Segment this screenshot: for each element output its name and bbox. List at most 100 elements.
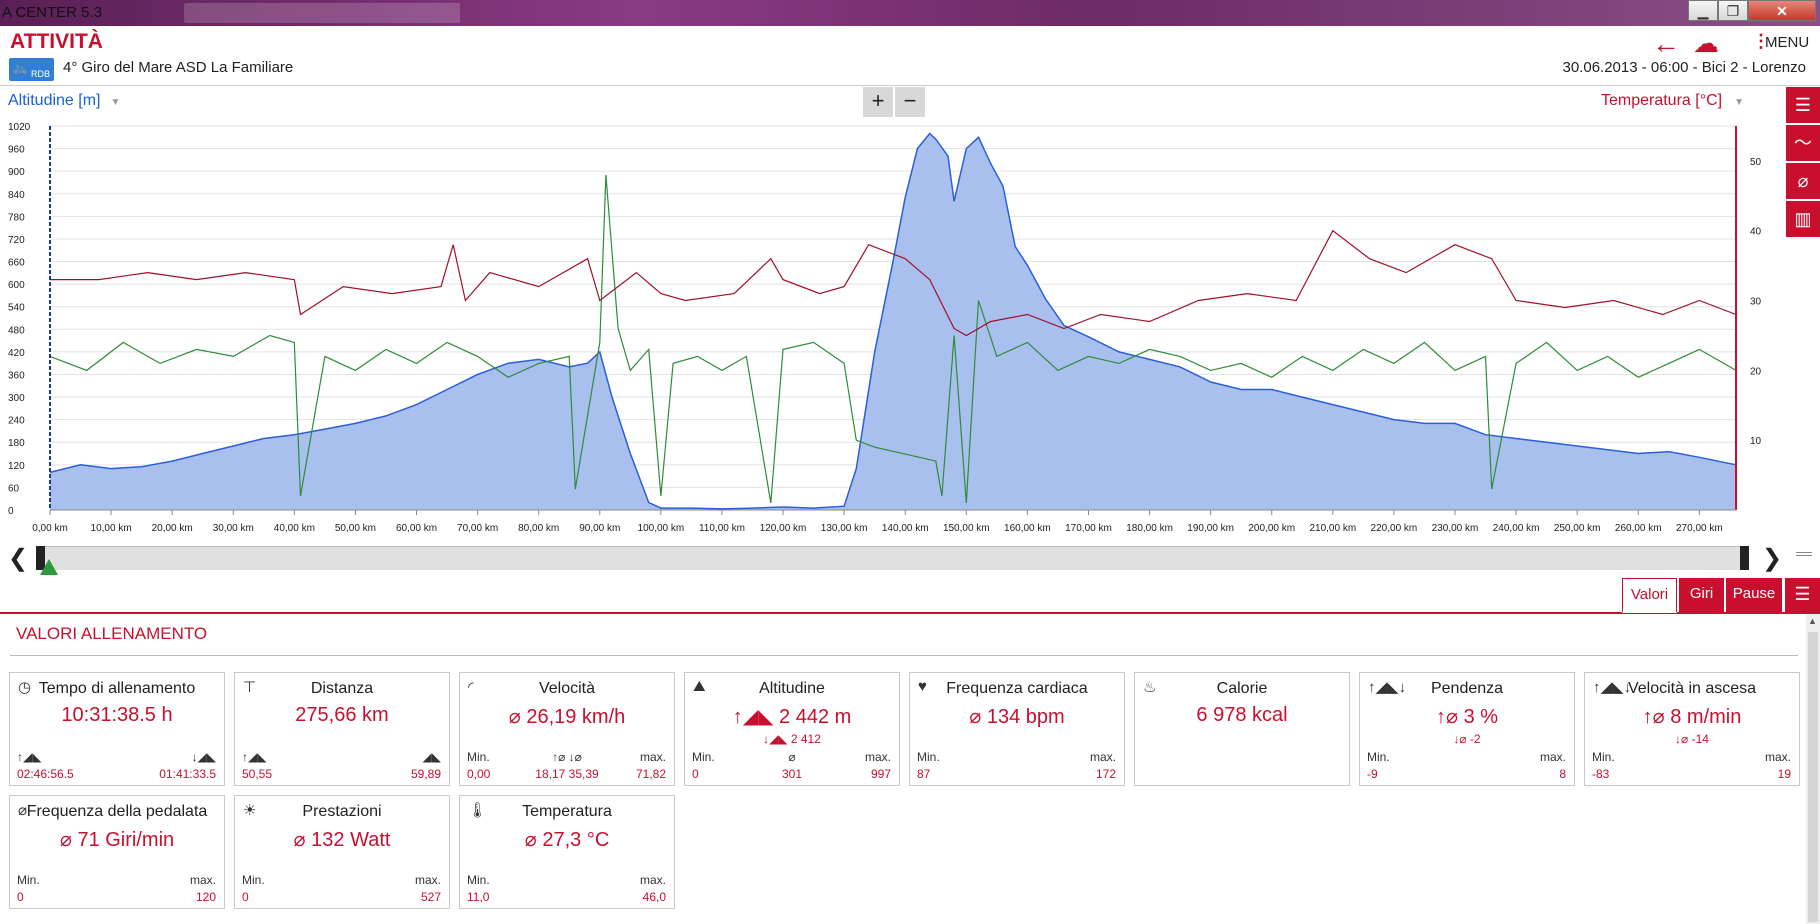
stat-card[interactable]: ⛰ Altitudine ↑◢◣ 2 442 m ↓◢◣ 2 412 Min. max. 0… — [684, 672, 900, 786]
zoom-in-button[interactable]: + — [863, 87, 893, 117]
x-tick-label: 190,00 km — [1187, 523, 1234, 534]
activity-chart[interactable]: 0 60 120 180 240 300 360 420 480 540 600 660 720 780 8… — [0, 118, 1790, 538]
stat-min-value: 0 — [17, 890, 24, 904]
collapse-handle[interactable] — [1796, 552, 1812, 556]
stat-max-label: ↓◢◣ — [191, 750, 216, 764]
range-end-handle[interactable] — [1740, 546, 1749, 570]
stat-max-label: max. — [189, 873, 216, 887]
stat-title: Calorie — [1216, 680, 1268, 697]
stat-card[interactable]: ↑◢◣↓ Velocità in ascesa ↑⌀ 8 m/min ↓⌀ -14 Mi… — [1584, 672, 1800, 786]
stat-card[interactable]: ☀ Prestazioni ⌀ 132 Watt Min. max. 0 527 — [234, 795, 450, 909]
scroll-left-button[interactable]: ❮ — [8, 545, 29, 572]
x-tick-label: 10,00 km — [91, 523, 132, 534]
stat-card[interactable]: ↑◢◣↓ Pendenza ↑⌀ 3 % ↓⌀ -2 Min. max. -9 8 — [1359, 672, 1575, 786]
stat-card[interactable]: 🌡 Temperatura ⌀ 27,3 °C Min. max. 11,0 46,0 — [459, 795, 675, 909]
x-tick-label: 120,00 km — [760, 523, 807, 534]
stat-max-label: max. — [1089, 750, 1116, 764]
stat-min-label: Min. — [692, 750, 715, 764]
stat-min-value: 0 — [692, 767, 699, 781]
cloud-sync-icon[interactable]: ☁ — [1693, 28, 1719, 58]
range-start-handle[interactable] — [36, 546, 45, 570]
stat-min-label: Min. — [1367, 750, 1390, 764]
x-tick-label: 30,00 km — [213, 523, 254, 534]
stat-title: Temperatura — [522, 803, 612, 820]
stat-min-label: Min. — [467, 873, 490, 887]
scroll-right-button[interactable]: ❯ — [1762, 545, 1783, 572]
y-tick-label-right: 10 — [1750, 436, 1762, 447]
stat-card[interactable]: ♨ Calorie 6 978 kcal — [1134, 672, 1350, 786]
average-icon[interactable]: ⌀ — [1786, 163, 1820, 199]
altitude-area — [50, 133, 1736, 510]
tab-valori[interactable]: Valori — [1622, 578, 1677, 613]
scrollbar[interactable]: ▲ — [1806, 614, 1820, 924]
y-tick-label-left: 180 — [8, 438, 25, 449]
tab-giri[interactable]: Giri — [1679, 578, 1724, 613]
stat-card[interactable]: ⌀ Frequenza della pedalata ⌀ 71 Giri/min Mi… — [9, 795, 225, 909]
taskbar-ghost — [184, 3, 460, 23]
cadence-icon: ⌀ — [18, 802, 28, 819]
x-tick-label: 270,00 km — [1676, 523, 1723, 534]
stat-card[interactable]: ⊤ Distanza 275,66 km ↑◢◣ ◢◣ 50,55 59,89 — [234, 672, 450, 786]
position-marker[interactable] — [40, 559, 58, 575]
line-chart-icon[interactable]: 〜 — [1786, 125, 1820, 161]
x-tick-label: 240,00 km — [1493, 523, 1540, 534]
x-tick-label: 20,00 km — [152, 523, 193, 534]
y-tick-label-left: 900 — [8, 167, 25, 178]
stat-min-value: 87 — [917, 767, 931, 781]
section-title: VALORI ALLENAMENTO — [16, 624, 208, 643]
y-tick-label-left: 600 — [8, 280, 25, 291]
activity-meta: 30.06.2013 - 06:00 - Bici 2 - Lorenzo — [1562, 59, 1807, 76]
stat-max-label: max. — [1539, 750, 1566, 764]
stat-value: 275,66 km — [295, 704, 389, 726]
x-tick-label: 70,00 km — [457, 523, 498, 534]
menu-dots-icon[interactable]: ⋮ — [1752, 31, 1770, 51]
climb-speed-icon: ↑◢◣↓ — [1593, 679, 1632, 696]
back-arrow-icon[interactable]: ← — [1652, 28, 1680, 59]
right-axis-selector[interactable]: Temperatura [°C] ▼ — [1601, 92, 1744, 110]
stat-min-label: Min. — [917, 750, 940, 764]
list-icon[interactable]: ☰ — [1785, 578, 1820, 613]
stat-value: ↑⌀ 8 m/min — [1642, 706, 1742, 728]
divider — [10, 655, 1798, 656]
y-tick-label-left: 540 — [8, 303, 25, 314]
left-axis-selector[interactable]: Altitudine [m] ▼ — [8, 92, 120, 110]
y-tick-label-left: 780 — [8, 212, 25, 223]
zoom-out-button[interactable]: − — [895, 87, 925, 117]
list-icon[interactable]: ☰ — [1786, 87, 1820, 123]
x-tick-label: 200,00 km — [1248, 523, 1295, 534]
stat-title: Prestazioni — [302, 803, 382, 820]
scrollbar-thumb[interactable] — [1808, 632, 1818, 922]
y-tick-label-left: 360 — [8, 370, 25, 381]
stat-max-value: 8 — [1559, 767, 1566, 781]
stat-avg-value: 18,17 35,39 — [535, 767, 599, 781]
minimize-button[interactable]: ▁ — [1688, 0, 1718, 21]
range-scrubber[interactable]: ❮ ❯ — [0, 540, 1820, 576]
stat-min-label: Min. — [17, 873, 40, 887]
stat-max-label: ◢◣ — [422, 750, 441, 764]
x-tick-label: 160,00 km — [1004, 523, 1051, 534]
flame-icon: ♨ — [1143, 679, 1157, 696]
stat-card[interactable]: ♥ Frequenza cardiaca ⌀ 134 bpm Min. max. 87 17… — [909, 672, 1125, 786]
y-tick-label-left: 420 — [8, 348, 25, 359]
bike-icon: 🚲 — [12, 60, 29, 75]
y-tick-label-left: 720 — [8, 235, 25, 246]
stat-min-value: 11,0 — [467, 890, 490, 904]
y-tick-label-left: 0 — [8, 506, 14, 517]
bar-chart-icon[interactable]: ▥ — [1786, 201, 1820, 237]
maximize-button[interactable]: ❐ — [1718, 0, 1748, 21]
stat-title: Velocità — [538, 680, 596, 697]
stat-value: ↑◢◣ 2 442 m — [732, 706, 852, 728]
close-button[interactable]: ✕ — [1748, 0, 1816, 21]
scrub-track[interactable] — [36, 546, 1748, 570]
stat-value: ⌀ 71 Giri/min — [59, 829, 175, 851]
stat-min-value: 50,55 — [242, 767, 273, 781]
y-tick-label-right: 30 — [1750, 297, 1762, 308]
altitude-line — [49, 132, 1737, 510]
scroll-up-icon[interactable]: ▲ — [1808, 616, 1817, 626]
tab-pause[interactable]: Pause — [1726, 578, 1782, 613]
x-tick-label: 250,00 km — [1554, 523, 1601, 534]
stat-secondary: ↓⌀ -2 — [1453, 732, 1481, 746]
menu-button[interactable]: MENU — [1765, 34, 1810, 51]
stat-card[interactable]: ◜ Velocità ⌀ 26,19 km/h Min. max. 0,00 71,82 ↑⌀… — [459, 672, 675, 786]
stat-card[interactable]: ◷ Tempo di allenamento 10:31:38.5 h ↑◢◣ ↓◢◣ 0… — [9, 672, 225, 786]
